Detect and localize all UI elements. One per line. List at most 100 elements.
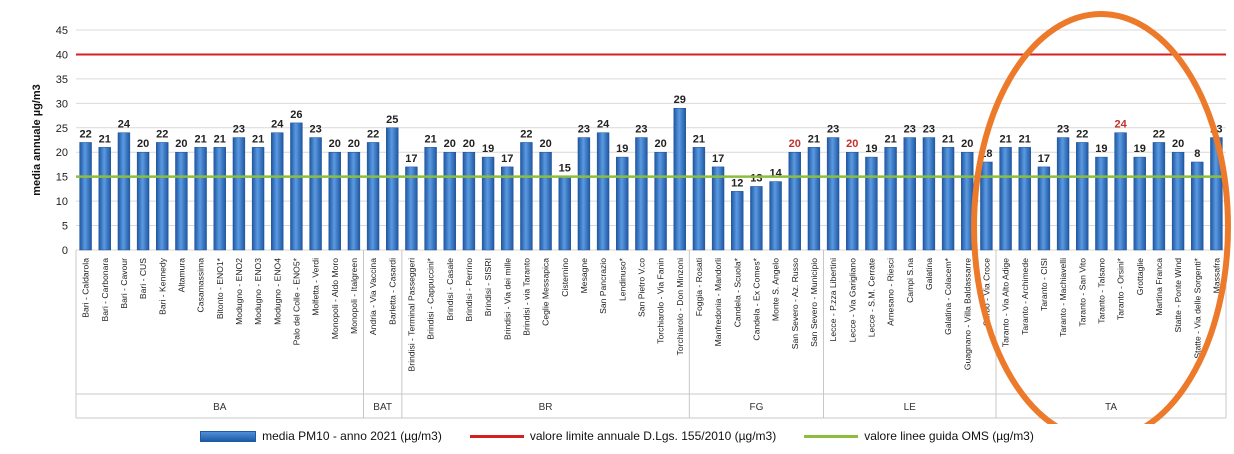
- pm10-bar-chart: 0 5 10 15 20 25 30 35 40 45 media annuale µg/m3 22 B…: [31, 11, 1231, 443]
- legend: media PM10 - anno 2021 (µg/m3) valore li…: [0, 424, 1234, 448]
- x-tick-label: Massafra: [1211, 258, 1221, 294]
- bar: [328, 151, 341, 251]
- bar-data-label: 29: [674, 94, 686, 106]
- bar-data-label: 19: [1095, 143, 1107, 155]
- bar-data-label: 21: [942, 133, 954, 145]
- bar-data-label: 8: [1194, 148, 1200, 160]
- bar-data-label: 19: [865, 143, 877, 155]
- bar: [884, 147, 897, 251]
- x-tick-label: Surbo - Via Croce: [981, 258, 991, 326]
- bar: [386, 127, 399, 251]
- x-tick-label: Bari - Caldarola: [81, 258, 91, 318]
- x-tick-label: Molfetta - Verdi: [311, 258, 321, 316]
- bar-data-label: 17: [405, 153, 417, 165]
- x-tick-label: Campi S.na: [905, 258, 915, 303]
- x-tick-label: Bari - Carbonara: [100, 258, 110, 322]
- bar: [692, 147, 706, 251]
- bar: [156, 142, 169, 251]
- x-tick-label: Lecce - S.M. Cerrate: [866, 258, 876, 337]
- x-tick-label: Bitonto - ENO1*: [215, 257, 225, 319]
- bar-data-label: 23: [635, 124, 647, 136]
- bar: [462, 151, 476, 251]
- x-tick-label: Monopoli - Aldo Moro: [330, 258, 340, 339]
- bar: [1095, 156, 1108, 251]
- bar-data-label: 21: [99, 133, 111, 145]
- bar-data-label: 20: [1172, 138, 1184, 150]
- bar: [750, 186, 763, 251]
- group-label: BR: [539, 402, 553, 413]
- bar: [520, 142, 533, 251]
- x-tick-label: Monopoli - Italgreen: [349, 258, 359, 334]
- group-label: FG: [749, 402, 763, 413]
- bar-data-label: 23: [233, 124, 245, 136]
- x-tick-label: Arnesano - Riesci: [886, 258, 896, 326]
- bar: [424, 147, 437, 251]
- bar: [309, 137, 322, 251]
- bar-data-label: 22: [1153, 128, 1165, 140]
- bar: [1018, 147, 1031, 251]
- bar: [826, 137, 840, 251]
- bar-data-label: 24: [597, 119, 610, 131]
- bar-data-label: 22: [156, 128, 168, 140]
- bar: [79, 142, 92, 251]
- bar: [539, 151, 552, 251]
- y-tick-label: 0: [62, 245, 68, 257]
- bar-data-label: 23: [1057, 124, 1069, 136]
- legend-label-oms: valore linee guida OMS (µg/m3): [864, 429, 1034, 443]
- x-tick-label: Brindisi - via Taranto: [521, 258, 531, 336]
- bar: [807, 147, 821, 251]
- x-tick-label: Bari - Cavour: [119, 258, 129, 309]
- bar-data-label: 23: [827, 124, 839, 136]
- bar-data-label: 23: [904, 124, 916, 136]
- bar: [251, 147, 265, 251]
- x-tick-label: Grottaglie: [1135, 258, 1145, 295]
- y-tick-label: 45: [56, 25, 68, 37]
- bar-data-label: 19: [482, 143, 494, 155]
- bar: [194, 147, 207, 251]
- x-tick-label: Galatina: [924, 258, 934, 290]
- y-tick-label: 40: [56, 49, 68, 61]
- x-tick-label: Torchiarolo - Don Minzoni: [675, 258, 685, 356]
- bar: [846, 151, 859, 251]
- bar: [731, 191, 744, 251]
- bar-data-label: 17: [712, 153, 724, 165]
- bar-data-label: 21: [808, 133, 820, 145]
- bar-data-label: 26: [290, 109, 302, 121]
- bar: [596, 132, 610, 251]
- bar: [654, 151, 667, 251]
- x-tick-label: Barletta - Casardi: [387, 258, 397, 325]
- x-tick-label: Andria - Via Vaccina: [368, 258, 378, 335]
- bar-data-label: 20: [539, 138, 551, 150]
- bar: [481, 156, 495, 251]
- bar: [347, 151, 361, 251]
- legend-swatch-pm10: [200, 430, 257, 442]
- bar: [711, 166, 725, 251]
- bar-data-label: 20: [348, 138, 360, 150]
- x-tick-label: Mesagne: [579, 258, 589, 294]
- bar-data-label: 20: [137, 138, 149, 150]
- legend-swatch-limit: [469, 434, 524, 438]
- bar: [175, 151, 188, 251]
- x-tick-label: Modugno - ENO3: [253, 258, 263, 325]
- y-tick-label: 35: [56, 74, 68, 86]
- bar-data-label: 21: [693, 133, 705, 145]
- group-label: BAT: [373, 402, 392, 413]
- bar: [271, 132, 284, 251]
- bar-data-label: 20: [175, 138, 187, 150]
- x-tick-label: Taranto - CISI: [1039, 258, 1049, 311]
- x-tick-label: Monte S. Angelo: [771, 258, 781, 321]
- x-tick-label: Candela - Ex Comes*: [751, 257, 761, 340]
- y-tick-label: 25: [56, 123, 68, 135]
- bar-data-label: 12: [731, 177, 743, 189]
- x-tick-label: Brindisi - Perrino: [464, 258, 474, 322]
- bar-data-label: 22: [367, 128, 379, 140]
- x-tick-label: Brindisi - Cappuccini*: [426, 257, 436, 339]
- x-tick-label: Taranto - San Vito: [1077, 258, 1087, 327]
- x-tick-label: Lecce - P.zza Libertini: [828, 258, 838, 342]
- x-tick-label: Bari - CUS: [138, 258, 148, 299]
- y-tick-label: 20: [56, 147, 68, 159]
- bar: [558, 176, 571, 251]
- bar-data-label: 20: [789, 138, 801, 150]
- bar-data-label: 24: [1114, 119, 1127, 131]
